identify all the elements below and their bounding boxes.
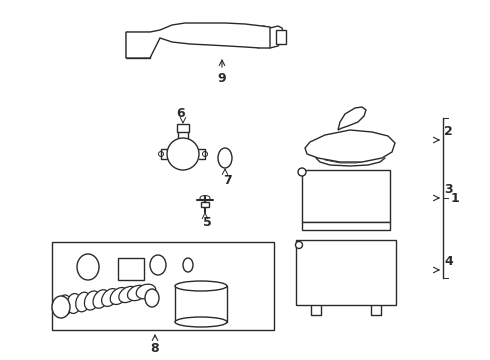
Text: 1: 1 (451, 192, 460, 204)
Ellipse shape (67, 293, 81, 314)
Bar (302, 170, 390, 222)
Text: 9: 9 (218, 72, 226, 85)
Text: 6: 6 (177, 107, 185, 120)
Ellipse shape (218, 148, 232, 168)
Text: 5: 5 (203, 216, 211, 229)
Ellipse shape (101, 289, 119, 306)
Ellipse shape (150, 255, 166, 275)
Text: 8: 8 (151, 342, 159, 355)
Bar (299, 243, 393, 302)
Ellipse shape (110, 288, 128, 305)
Ellipse shape (119, 287, 137, 302)
Bar (177, 288, 225, 320)
Bar (304, 223, 388, 229)
Ellipse shape (183, 258, 193, 272)
Polygon shape (126, 23, 270, 58)
Ellipse shape (145, 289, 159, 307)
Polygon shape (338, 107, 366, 130)
Ellipse shape (76, 292, 90, 312)
Bar (128, 35, 148, 55)
Ellipse shape (136, 284, 156, 299)
Text: 3: 3 (444, 183, 453, 196)
Text: 4: 4 (444, 255, 453, 268)
Ellipse shape (295, 242, 302, 248)
Bar (201, 202, 209, 207)
Ellipse shape (93, 290, 109, 308)
Ellipse shape (52, 296, 70, 318)
Bar (177, 124, 189, 132)
Bar (120, 260, 142, 278)
Bar (296, 240, 396, 305)
Ellipse shape (127, 285, 147, 301)
Ellipse shape (175, 317, 227, 327)
Ellipse shape (298, 168, 306, 176)
Ellipse shape (77, 254, 99, 280)
Ellipse shape (84, 291, 99, 310)
Ellipse shape (175, 281, 227, 291)
Ellipse shape (58, 295, 72, 315)
Bar (276, 30, 286, 44)
Bar (175, 286, 227, 322)
Polygon shape (305, 130, 395, 162)
Bar (52, 242, 274, 330)
Bar (302, 222, 390, 230)
Text: 2: 2 (444, 125, 453, 138)
Bar (118, 258, 144, 280)
Polygon shape (126, 32, 150, 58)
Text: 7: 7 (222, 174, 231, 187)
Ellipse shape (167, 138, 199, 170)
